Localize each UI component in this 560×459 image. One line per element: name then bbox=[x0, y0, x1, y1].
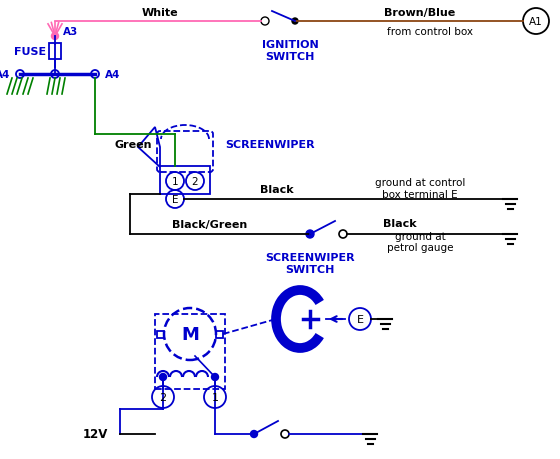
Circle shape bbox=[212, 374, 218, 381]
Text: Black: Black bbox=[383, 218, 417, 229]
Text: 2: 2 bbox=[160, 392, 166, 402]
Text: Brown/Blue: Brown/Blue bbox=[384, 8, 456, 18]
Text: E: E bbox=[172, 195, 178, 205]
Text: ground at control: ground at control bbox=[375, 178, 465, 188]
Text: Black/Green: Black/Green bbox=[172, 219, 248, 230]
Text: IGNITION: IGNITION bbox=[262, 40, 319, 50]
Text: A1: A1 bbox=[529, 17, 543, 27]
Text: SWITCH: SWITCH bbox=[285, 264, 335, 274]
Bar bbox=[160, 167, 210, 195]
Text: SCREENWIPER: SCREENWIPER bbox=[225, 140, 315, 150]
Circle shape bbox=[52, 34, 58, 40]
Text: A3: A3 bbox=[63, 27, 78, 37]
Text: Black: Black bbox=[260, 185, 293, 195]
Text: E: E bbox=[357, 314, 363, 325]
Bar bbox=[157, 331, 164, 338]
Text: Green: Green bbox=[114, 140, 152, 150]
Text: 1: 1 bbox=[172, 177, 178, 187]
Text: from control box: from control box bbox=[387, 27, 473, 37]
Text: 1: 1 bbox=[212, 392, 218, 402]
Text: 2: 2 bbox=[192, 177, 198, 187]
Text: M: M bbox=[181, 325, 199, 343]
Text: A4: A4 bbox=[105, 70, 120, 80]
Text: FUSE: FUSE bbox=[14, 47, 46, 57]
Circle shape bbox=[160, 374, 166, 381]
Text: SCREENWIPER: SCREENWIPER bbox=[265, 252, 355, 263]
Text: A4: A4 bbox=[0, 70, 10, 80]
Text: White: White bbox=[142, 8, 178, 18]
Circle shape bbox=[250, 431, 258, 437]
Bar bbox=[49, 44, 61, 60]
Circle shape bbox=[292, 19, 298, 25]
Circle shape bbox=[306, 230, 314, 239]
Text: petrol gauge: petrol gauge bbox=[387, 242, 453, 252]
Text: ground at: ground at bbox=[395, 231, 445, 241]
Text: SWITCH: SWITCH bbox=[265, 52, 315, 62]
Bar bbox=[216, 331, 223, 338]
Text: box terminal E: box terminal E bbox=[382, 190, 458, 200]
Text: 12V: 12V bbox=[83, 428, 108, 441]
